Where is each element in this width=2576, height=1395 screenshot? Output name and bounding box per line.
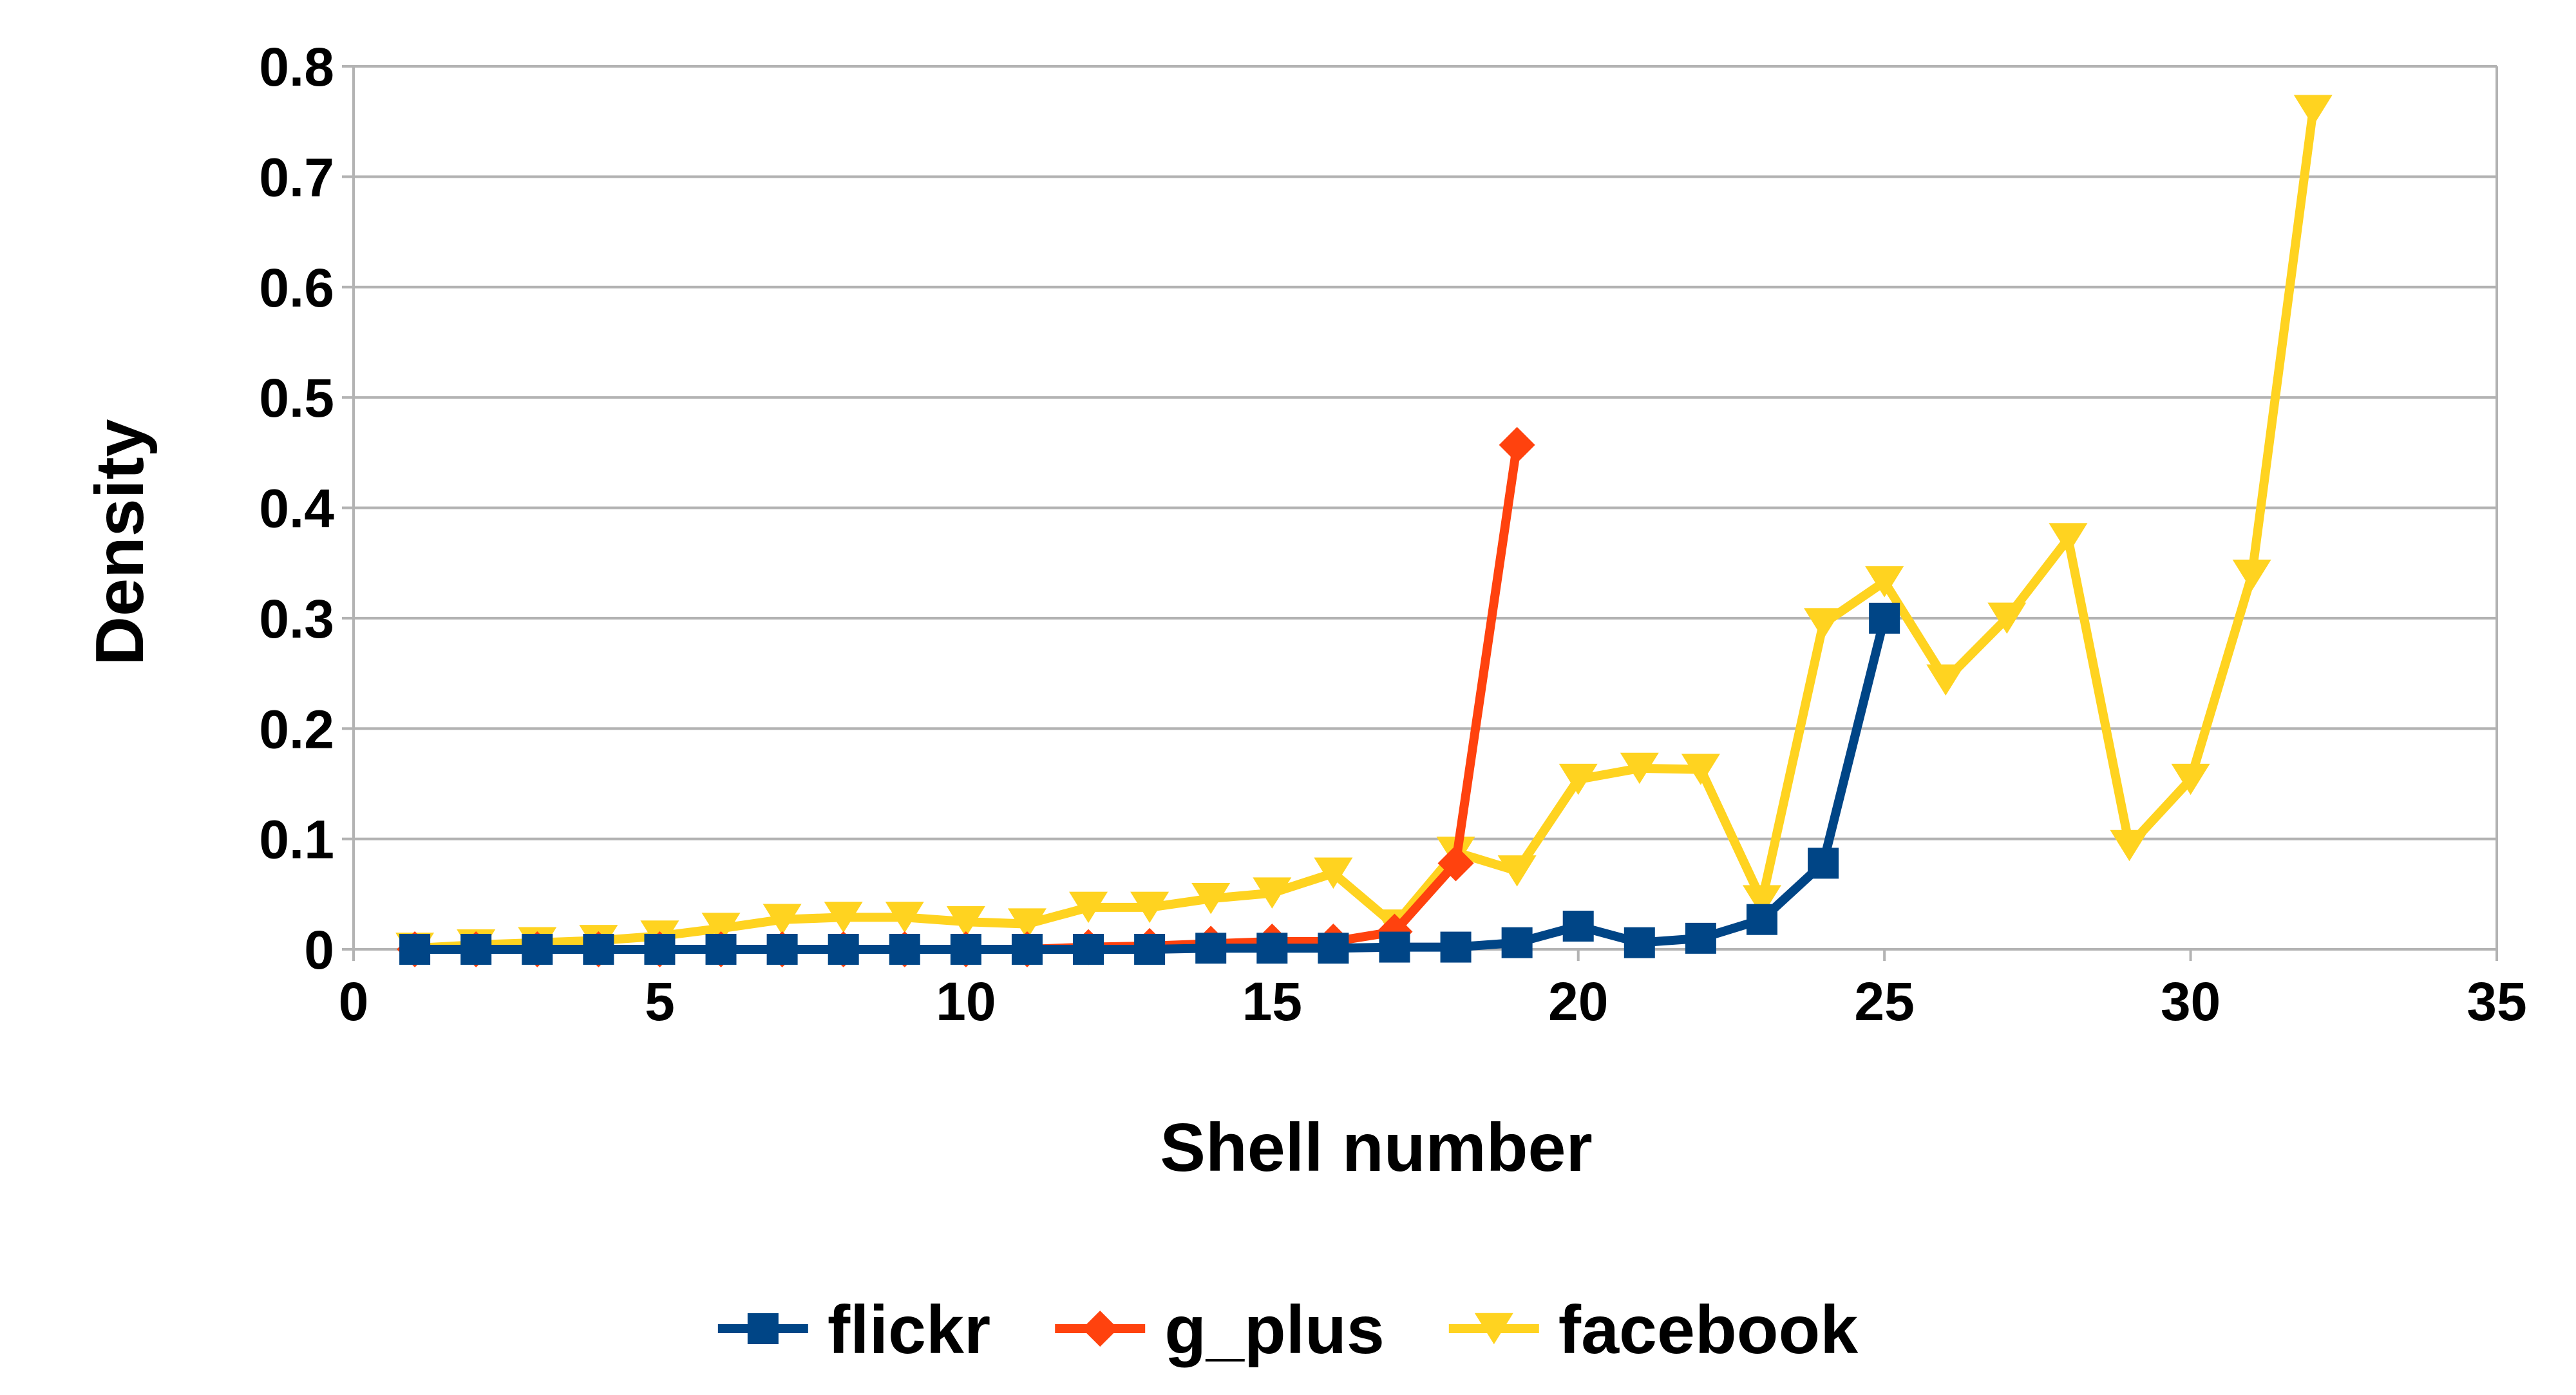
legend-item-flickr: flickr [717, 1292, 990, 1368]
data-point-flickr [583, 934, 614, 965]
x-tick-label: 10 [936, 971, 996, 1032]
x-tick-label: 30 [2161, 971, 2221, 1032]
data-point-facebook [1620, 752, 1659, 784]
data-point-flickr [705, 934, 737, 965]
data-point-flickr [1746, 904, 1777, 935]
legend-label: facebook [1558, 1292, 1859, 1368]
y-tick-label: 0.7 [259, 147, 334, 207]
data-point-facebook [1865, 566, 1904, 598]
data-point-facebook [1681, 754, 1720, 785]
legend-marker [1082, 1311, 1119, 1347]
data-point-g-plus [1499, 426, 1535, 463]
data-point-flickr [828, 934, 859, 965]
series-layer [395, 95, 2333, 967]
data-point-facebook [1130, 891, 1170, 924]
data-point-facebook [1558, 763, 1598, 795]
data-point-facebook [1987, 602, 2027, 634]
x-tick-label: 35 [2467, 971, 2526, 1032]
data-point-flickr [1624, 927, 1655, 958]
data-point-flickr [1562, 911, 1594, 942]
data-point-facebook [1742, 885, 1781, 916]
data-point-facebook [2171, 763, 2210, 795]
data-point-facebook [946, 906, 985, 938]
y-tick-label: 0.6 [259, 258, 334, 318]
y-tick-label: 0.3 [259, 589, 334, 649]
series-flickr [399, 602, 1900, 965]
legend-item-g-plus: g_plus [1055, 1292, 1385, 1368]
data-point-flickr [1379, 931, 1410, 963]
data-point-facebook [762, 904, 802, 935]
x-tick-label: 25 [1854, 971, 1914, 1032]
data-point-flickr [644, 934, 676, 965]
x-tick-label: 5 [645, 971, 675, 1032]
data-point-facebook [701, 913, 741, 944]
x-tick-label: 15 [1242, 971, 1302, 1032]
data-point-flickr [889, 934, 920, 965]
legend-item-facebook: facebook [1448, 1292, 1859, 1368]
data-point-facebook [1926, 664, 1965, 696]
series-line-facebook [410, 106, 2318, 953]
data-point-flickr [399, 934, 431, 965]
x-tick-labels: 0 5 10 15 20 25 30 35 [339, 971, 2527, 1032]
y-tick-label: 0.8 [259, 37, 334, 97]
legend-marker [747, 1313, 779, 1344]
data-point-flickr [1440, 931, 1472, 963]
data-point-facebook [885, 902, 924, 933]
y-tick-label: 0.4 [259, 479, 334, 539]
legend-label: g_plus [1164, 1292, 1385, 1368]
x-tick-label: 0 [339, 971, 369, 1032]
grid-lines [354, 65, 2497, 840]
data-point-flickr [1318, 933, 1349, 964]
data-point-flickr [1685, 922, 1716, 954]
legend-label: flickr [828, 1292, 990, 1368]
data-point-facebook [1497, 855, 1537, 887]
y-tick-label: 0.2 [259, 699, 334, 759]
y-tick-label: 0.1 [259, 810, 334, 870]
data-point-flickr [1808, 848, 1839, 879]
data-point-facebook [2293, 95, 2333, 126]
data-point-facebook [2049, 523, 2088, 555]
data-point-flickr [950, 934, 981, 965]
legend-marker [1474, 1313, 1513, 1345]
data-point-facebook [1007, 908, 1046, 940]
data-point-facebook [1314, 857, 1353, 889]
axes [342, 65, 2498, 961]
data-point-facebook [1804, 608, 1843, 640]
data-point-flickr [1073, 934, 1104, 965]
data-point-facebook [2110, 830, 2149, 862]
data-point-flickr [1501, 927, 1533, 958]
x-tick-label: 20 [1548, 971, 1608, 1032]
series-line-g-plus [410, 440, 1522, 954]
data-point-g-plus [1437, 845, 1474, 882]
y-tick-label: 0 [304, 920, 334, 980]
data-point-flickr [1195, 933, 1227, 964]
data-point-flickr [460, 934, 492, 965]
data-point-flickr [522, 934, 553, 965]
x-axis-label: Shell number [1160, 1110, 1592, 1186]
y-axis-label: Density [82, 419, 158, 666]
series-facebook [395, 95, 2333, 964]
data-point-flickr [766, 934, 798, 965]
data-point-facebook [1069, 891, 1108, 924]
data-point-facebook [2232, 559, 2271, 591]
y-tick-label: 0.5 [259, 368, 334, 428]
data-point-facebook [824, 902, 863, 933]
legend: flickr g_plus facebook [717, 1292, 1859, 1368]
y-tick-labels: 0 0.1 0.2 0.3 0.4 0.5 0.6 0.7 0.8 [259, 37, 334, 980]
data-point-flickr [1011, 934, 1043, 965]
data-point-flickr [1134, 934, 1166, 965]
data-point-facebook [1191, 882, 1231, 915]
data-point-flickr [1869, 602, 1900, 634]
data-point-facebook [1253, 877, 1292, 909]
data-point-flickr [1256, 933, 1288, 964]
